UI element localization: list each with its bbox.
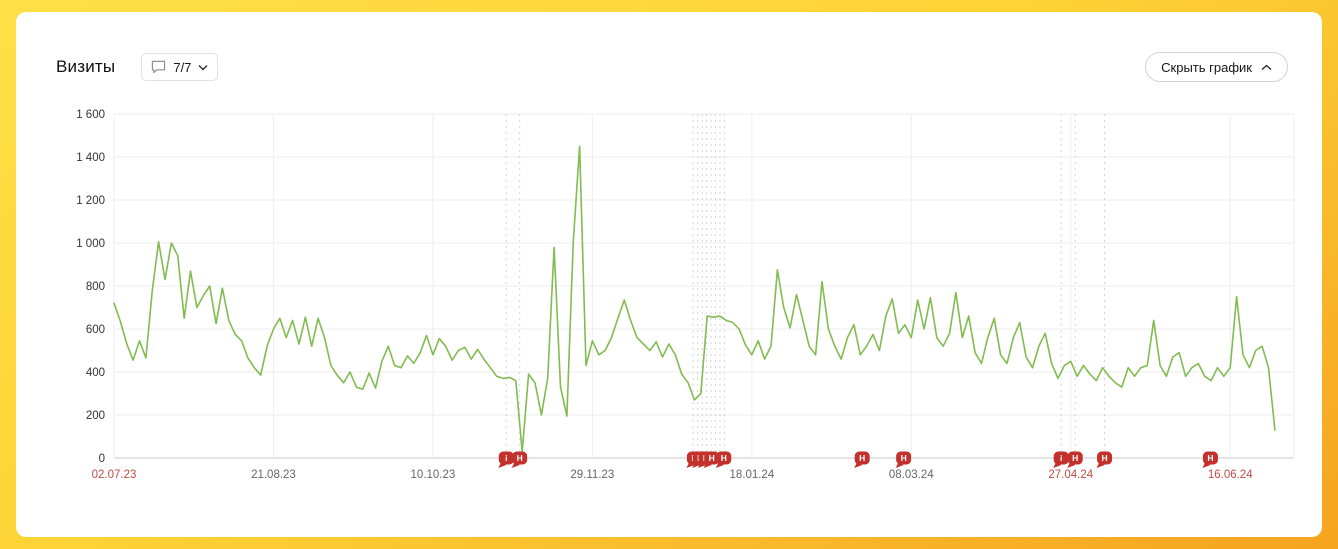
annotation-badge-letter: Н: [721, 453, 727, 463]
annotation-badge-letter: i: [1060, 453, 1062, 463]
annotation-badge-letter: Н: [1072, 453, 1078, 463]
annotation-badge[interactable]: Н: [1202, 451, 1218, 469]
visits-line: [113, 145, 1276, 453]
hide-chart-button[interactable]: Скрыть график: [1145, 52, 1288, 82]
x-axis-date-label: 08.03.24: [889, 469, 934, 481]
annotation-badge-letter: Н: [901, 453, 907, 463]
x-axis-date-label: 10.10.23: [411, 469, 456, 481]
comments-count: 7/7: [173, 59, 192, 75]
chevron-up-icon: [1261, 64, 1272, 71]
y-axis-label: 600: [86, 324, 105, 336]
y-axis-label: 1 000: [76, 238, 105, 250]
hide-chart-label: Скрыть график: [1161, 59, 1252, 75]
annotation-badge-letter: Н: [1101, 453, 1107, 463]
comment-bubble-icon: [151, 60, 166, 74]
annotation-badge[interactable]: Н: [1067, 451, 1083, 469]
annotation-badge-letter: Н: [517, 453, 523, 463]
y-axis-label: 1 600: [76, 109, 105, 121]
annotation-badge[interactable]: i: [1053, 451, 1069, 469]
x-axis-date-label: 29.11.23: [570, 469, 614, 481]
x-axis-date-label: 02.07.23: [92, 469, 137, 481]
x-axis-date-label: 16.06.24: [1208, 469, 1253, 481]
y-axis-label: 400: [86, 367, 105, 379]
metrics-card: Визиты 7/7 Скрыть график 0: [16, 12, 1322, 537]
x-axis-date-label: 21.08.23: [251, 469, 296, 481]
x-axis-date-label: 18.01.24: [729, 469, 774, 481]
y-axis-label: 0: [99, 453, 105, 465]
visits-chart: 0 200 400 600 800 1 000 1 200 1 400 1 600 02.07.2…: [76, 109, 1295, 481]
chevron-down-icon: [198, 64, 208, 71]
annotation-badge[interactable]: Н: [511, 451, 528, 469]
y-axis-label: 200: [86, 410, 105, 422]
x-axis-date-label: 27.04.24: [1048, 469, 1093, 481]
annotation-badge-letter: Н: [709, 453, 715, 463]
page-title: Визиты: [56, 57, 116, 76]
visits-chart-area[interactable]: 0 200 400 600 800 1 000 1 200 1 400 1 600 02.07.2…: [56, 100, 1300, 497]
annotation-badge[interactable]: Н: [1096, 451, 1113, 469]
annotation-badge[interactable]: i: [498, 451, 514, 469]
y-axis-label: 1 200: [76, 195, 105, 207]
annotation-badge[interactable]: Н: [854, 451, 870, 469]
annotation-badge-letter: Н: [1207, 453, 1213, 463]
chart-header: Визиты 7/7 Скрыть график: [56, 52, 1288, 82]
y-axis-label: 1 400: [76, 152, 105, 164]
comments-dropdown[interactable]: 7/7: [141, 53, 219, 81]
annotation-badge[interactable]: Н: [703, 451, 720, 469]
annotation-badge-letter: Н: [859, 453, 865, 463]
annotation-badge-letter: i: [505, 453, 507, 463]
y-axis-label: 800: [86, 281, 105, 293]
annotation-badge[interactable]: Н: [895, 451, 912, 469]
annotation-badge[interactable]: Н: [715, 451, 732, 469]
